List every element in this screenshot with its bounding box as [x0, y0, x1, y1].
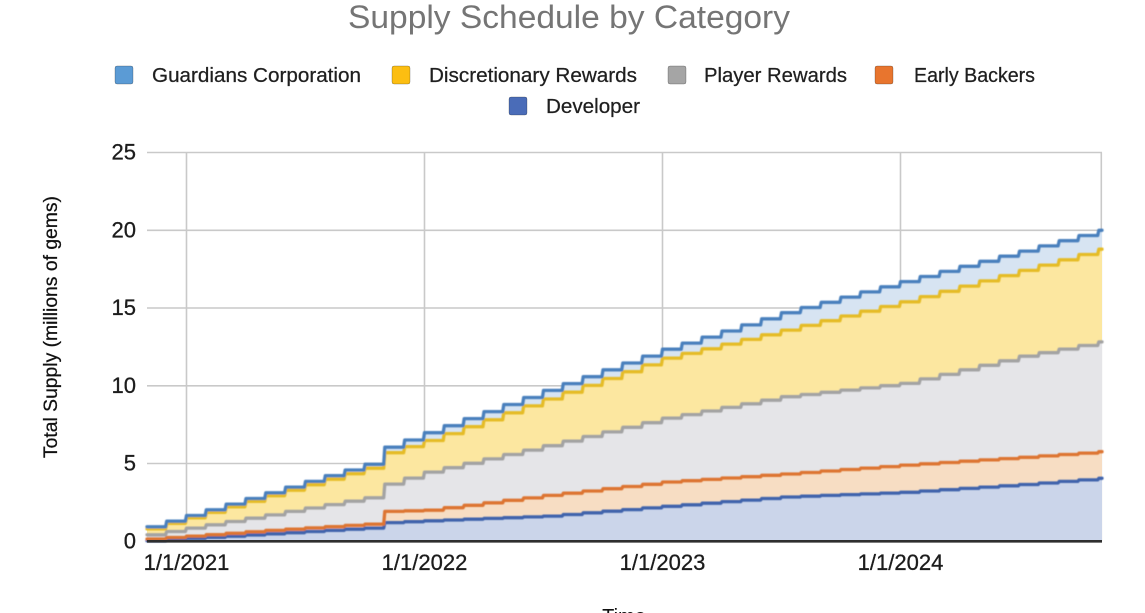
svg-text:1/1/2024: 1/1/2024 [858, 550, 944, 575]
svg-text:Developer: Developer [546, 96, 640, 118]
svg-text:20: 20 [112, 218, 136, 243]
svg-text:25: 25 [112, 140, 136, 165]
svg-text:Supply Schedule by Category: Supply Schedule by Category [348, 0, 790, 35]
svg-text:5: 5 [124, 451, 136, 476]
svg-text:10: 10 [112, 373, 136, 398]
svg-text:0: 0 [124, 529, 136, 554]
svg-text:Guardians Corporation: Guardians Corporation [152, 65, 361, 87]
svg-text:1/1/2022: 1/1/2022 [382, 550, 468, 575]
svg-text:Discretionary Rewards: Discretionary Rewards [429, 65, 637, 87]
svg-text:1/1/2023: 1/1/2023 [620, 550, 706, 575]
svg-text:1/1/2021: 1/1/2021 [144, 550, 230, 575]
svg-text:Total Supply (millions of gems: Total Supply (millions of gems) [41, 196, 62, 458]
svg-text:Early Backers: Early Backers [914, 65, 1035, 87]
svg-text:Time: Time [602, 606, 646, 613]
svg-text:Player Rewards: Player Rewards [704, 65, 847, 87]
svg-text:15: 15 [112, 295, 136, 320]
